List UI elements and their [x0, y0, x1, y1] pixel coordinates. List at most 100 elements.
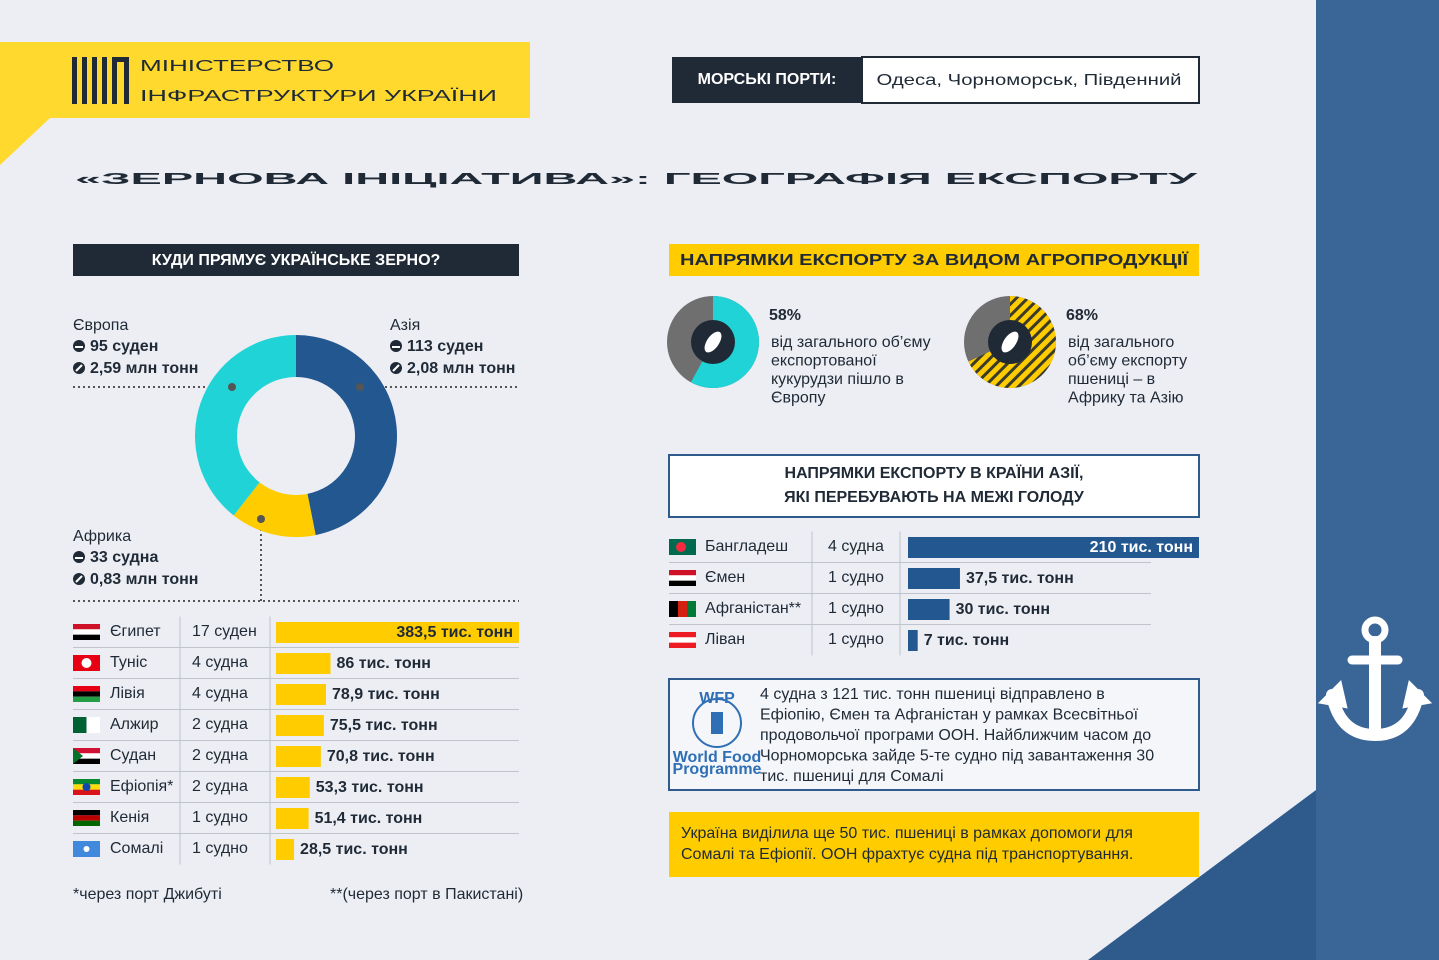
stat-icon [75, 557, 83, 559]
bar [276, 684, 326, 705]
percent-value: 58% [769, 307, 801, 324]
flag [669, 601, 678, 617]
wfp-text: Ефіопію, Ємен та Афганістан у рамках Все… [760, 707, 1139, 724]
flag [82, 783, 91, 791]
side-band [1316, 0, 1439, 960]
percent-text: Африку та Азію [1068, 390, 1184, 407]
flag [669, 575, 696, 581]
flag [73, 624, 100, 630]
bar [276, 808, 309, 829]
percent-value: 68% [1066, 307, 1098, 324]
ports: Одеса, Чорноморськ, Південний [877, 72, 1182, 89]
footnote: *через порт Джибуті [73, 886, 222, 903]
section-heading: НАПРЯМКИ ЕКСПОРТУ В КРАЇНИ АЗІЇ, [785, 464, 1084, 482]
region-tonnage: 2,08 млн тонн [407, 360, 515, 377]
region-name: Африка [73, 528, 131, 545]
wfp-logo-text: WFP [699, 690, 735, 707]
flag [73, 629, 100, 635]
percent-text: пшениці – в [1068, 371, 1155, 388]
flag [73, 789, 100, 795]
ship-count: 2 судна [192, 778, 248, 795]
bar [276, 715, 324, 736]
bar-value-label: 86 тис. тонн [336, 655, 430, 672]
ship-count: 1 судно [828, 569, 884, 586]
flag [73, 686, 100, 692]
bar-value-label: 78,9 тис. тонн [332, 686, 440, 703]
flag [86, 717, 100, 733]
percent-text: від загального [1068, 334, 1174, 351]
percent-text: експортованої [771, 353, 877, 370]
wfp-logo-text: World Food [673, 749, 762, 766]
country-name: Єгипет [110, 623, 161, 640]
percent-text: від загального об’єму [771, 334, 931, 351]
country-name: Бангладеш [705, 538, 788, 555]
percent-text: кукурудзи пішло в [771, 371, 904, 388]
country-name: Кенія [110, 809, 149, 826]
leader-dot [356, 383, 364, 391]
bar [276, 839, 295, 860]
ports-box [861, 56, 1200, 104]
flag [83, 846, 90, 852]
bar [276, 746, 321, 767]
flag [669, 642, 696, 648]
region-name: Азія [390, 317, 420, 334]
ports-label-box [672, 57, 862, 103]
ship-count: 1 судно [192, 840, 248, 857]
country-name: Судан [110, 747, 156, 764]
flag [73, 691, 100, 697]
crop-icon [704, 331, 722, 353]
flag [669, 570, 696, 576]
flag [687, 601, 696, 617]
bar-value-label: 75,5 тис. тонн [330, 717, 438, 734]
ports-label: МОРСЬКІ ПОРТИ: [698, 71, 837, 88]
logo-text: МІНІСТЕРСТВО [140, 58, 334, 75]
bar-value-label: 30 тис. тонн [956, 601, 1050, 618]
bar-value-label: 383,5 тис. тонн [396, 624, 513, 641]
crop-icon [1001, 331, 1019, 353]
ship-count: 1 судно [192, 809, 248, 826]
country-name: Ефіопія* [110, 778, 173, 795]
ship-count: 2 судна [192, 747, 248, 764]
header-band [0, 42, 530, 165]
country-name: Сомалі [110, 840, 163, 857]
anchor-icon [1317, 616, 1433, 742]
section-heading: НАПРЯМКИ ЕКСПОРТУ ЗА ВИДОМ АГРОПРОДУКЦІЇ [680, 251, 1189, 269]
region-name: Європа [73, 317, 128, 334]
country-name: Алжир [110, 716, 159, 733]
flag [73, 820, 100, 826]
footnote: **(через порт в Пакистані) [330, 886, 523, 903]
stat-icon [392, 346, 400, 348]
wfp-text: тис. пшениці для Сомалі [760, 768, 944, 785]
region-tonnage: 2,59 млн тонн [90, 360, 198, 377]
country-name: Туніс [110, 654, 147, 671]
bar-value-label: 51,4 тис. тонн [315, 810, 423, 827]
wfp-box [668, 678, 1200, 791]
country-name: Ємен [705, 569, 745, 586]
percent-text: Європу [771, 390, 825, 407]
region-ships: 33 судна [90, 549, 158, 566]
bar-value-label: 210 тис. тонн [1090, 539, 1193, 556]
section-heading: КУДИ ПРЯМУЄ УКРАЇНСЬКЕ ЗЕРНО? [152, 251, 441, 269]
donut-segment [233, 482, 316, 537]
main-title: «ЗЕРНОВА ІНІЦІАТИВА»: ГЕОГРАФІЯ ЕКСПОРТУ [75, 171, 1200, 188]
bar [908, 630, 918, 651]
flag [73, 634, 100, 640]
leader-dot [228, 383, 236, 391]
flag [669, 580, 696, 586]
bar-value-label: 28,5 тис. тонн [300, 841, 408, 858]
bar [908, 568, 960, 589]
corner-band [1088, 790, 1316, 960]
ship-count: 4 судна [192, 685, 248, 702]
flag [73, 758, 100, 764]
ship-count: 2 судна [192, 716, 248, 733]
bar-value-label: 37,5 тис. тонн [966, 570, 1074, 587]
region-ships: 95 суден [90, 338, 158, 355]
stat-icon [392, 364, 400, 372]
ship-count: 1 судно [828, 600, 884, 617]
bar-value-label: 53,3 тис. тонн [316, 779, 424, 796]
aid-text: Сомалі та Ефіопії. ООН фрахтує судна під… [681, 846, 1133, 863]
logo-text: ІНФРАСТРУКТУРИ УКРАЇНИ [140, 87, 497, 105]
leader-dot [257, 515, 265, 523]
stat-icon [75, 364, 83, 372]
